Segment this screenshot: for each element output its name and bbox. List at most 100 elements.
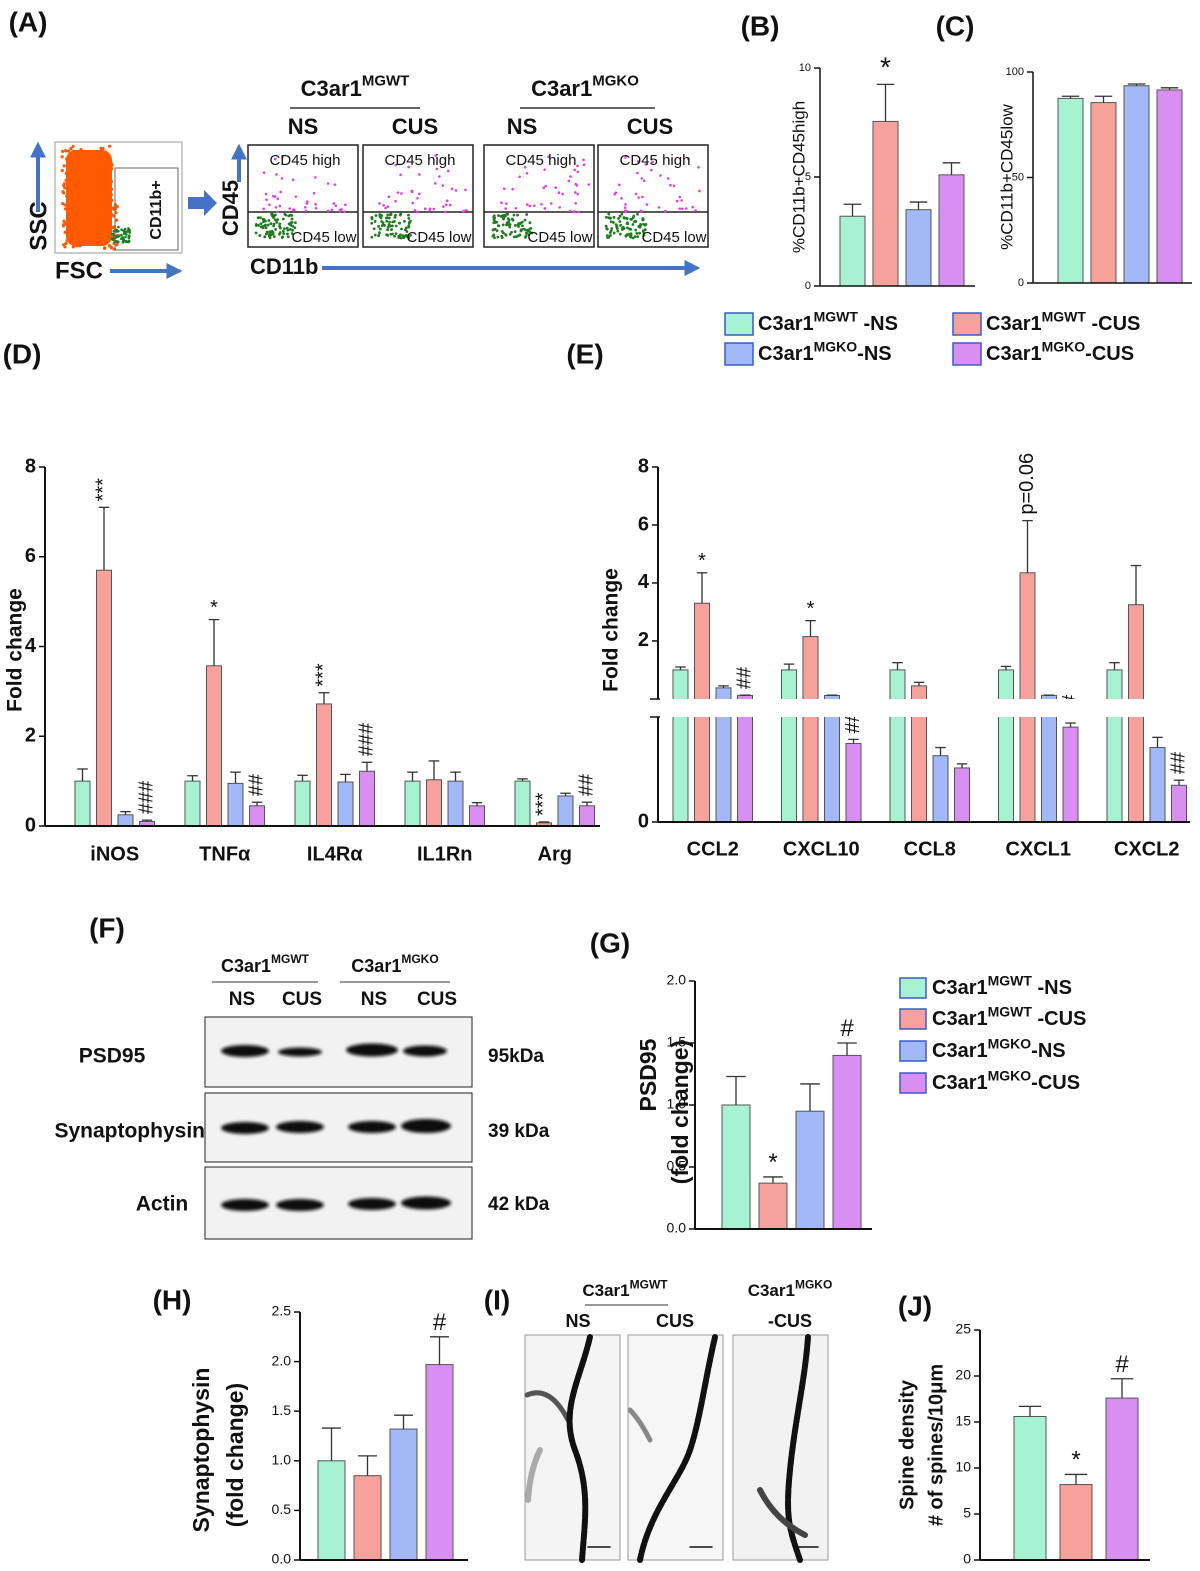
genotype-sup: MGKO <box>988 1035 1032 1051</box>
error-bar <box>935 746 946 756</box>
dot <box>625 217 629 221</box>
dot <box>576 192 580 196</box>
y-tick-label: 50 <box>1012 171 1024 183</box>
dot <box>642 179 646 183</box>
dot <box>568 209 572 213</box>
dot <box>276 197 280 201</box>
dot <box>291 228 294 232</box>
annotation: *** <box>92 478 114 502</box>
dot <box>543 168 546 171</box>
x-tick-label: CCL8 <box>904 838 956 860</box>
dot <box>274 206 278 209</box>
genotype-suffix: -NS <box>1032 977 1072 999</box>
dot <box>99 146 103 150</box>
dot <box>504 233 507 236</box>
dot <box>397 236 401 240</box>
dot <box>385 219 389 223</box>
dot <box>639 209 643 213</box>
label: CD45 low <box>641 229 706 246</box>
dot <box>508 225 512 229</box>
dot <box>500 214 504 217</box>
y-tick-label: 0 <box>963 1551 971 1567</box>
label: CD45 high <box>506 152 577 169</box>
bar <box>294 780 311 827</box>
dot <box>528 221 532 225</box>
dot <box>681 207 684 211</box>
dot <box>617 217 620 220</box>
dot <box>261 226 265 230</box>
error-bar <box>696 572 708 604</box>
label: 95kDa <box>488 1046 544 1067</box>
bar <box>557 795 574 827</box>
label: Synaptophysin <box>54 1120 205 1143</box>
legend-swatch <box>724 312 754 336</box>
dot <box>373 220 377 223</box>
error-bar <box>837 1042 857 1056</box>
dot <box>104 218 108 222</box>
dot <box>497 224 501 228</box>
error-bar <box>956 763 968 768</box>
dot <box>112 229 116 233</box>
dot <box>441 184 445 187</box>
dot <box>434 182 437 185</box>
dot <box>385 216 389 220</box>
error-bar <box>1000 665 1012 670</box>
dot <box>75 166 79 170</box>
dot <box>121 236 124 239</box>
dot <box>577 210 581 214</box>
dot <box>618 220 622 223</box>
dot <box>604 224 608 228</box>
genotype-label: C3ar1MGKO-CUS <box>932 1067 1080 1094</box>
genotype-base: C3ar1 <box>986 313 1042 335</box>
error-bar <box>1152 736 1163 748</box>
genotype-sup: MGWT <box>271 952 310 966</box>
bar <box>872 120 899 287</box>
error-bar <box>1022 519 1033 573</box>
y-axis-label: %CD11b+CD45low <box>997 103 1016 249</box>
dot <box>97 150 101 154</box>
dot <box>438 175 441 178</box>
error-bar <box>726 1075 746 1105</box>
dot <box>77 177 81 181</box>
bar <box>938 174 965 287</box>
dot <box>512 213 516 217</box>
dot <box>62 191 66 195</box>
dot <box>624 156 627 159</box>
bar <box>447 780 464 827</box>
bar <box>579 805 595 827</box>
dot <box>446 169 450 173</box>
y-axis-label: Spine density <box>896 1379 918 1510</box>
dot <box>687 157 690 161</box>
annotation: ## <box>733 666 755 689</box>
error-bar <box>892 662 903 670</box>
dot <box>69 189 73 193</box>
dot <box>523 218 527 222</box>
panel-letter: (B) <box>741 10 780 41</box>
genotype-suffix: -CUS <box>1086 313 1140 335</box>
bar <box>1062 726 1079 823</box>
y-tick-label: 5 <box>805 171 811 183</box>
dot <box>62 164 66 168</box>
genotype-sup: MGWT <box>988 972 1033 988</box>
dot <box>396 191 400 194</box>
dot <box>629 235 633 239</box>
dot <box>303 205 307 209</box>
dot <box>684 207 688 210</box>
bar <box>1013 1415 1047 1561</box>
flow-arrow <box>188 190 217 216</box>
dot <box>65 238 69 243</box>
error-bar <box>297 774 308 782</box>
genotype-label: C3ar1MGKO-NS <box>758 338 892 365</box>
y-tick-label: 0.0 <box>272 1551 292 1567</box>
bar <box>206 665 222 827</box>
dendrite <box>566 1334 593 1563</box>
bar <box>795 1110 825 1230</box>
error-bar <box>251 801 263 806</box>
dot <box>406 235 410 239</box>
y-tick-label: 2 <box>638 629 649 651</box>
dot <box>128 234 131 238</box>
dot <box>616 229 620 233</box>
y-tick-label: 10 <box>799 62 811 74</box>
genotype-sup: MGKO <box>592 73 639 90</box>
y-tick-label: 4 <box>638 571 650 593</box>
